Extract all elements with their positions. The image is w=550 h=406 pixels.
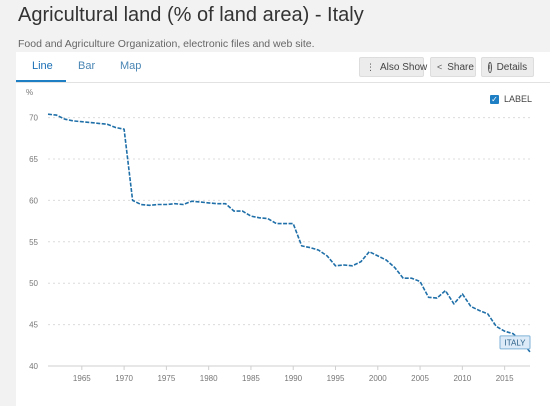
also-show-button[interactable]: ⋮ Also Show bbox=[359, 57, 428, 77]
tab-line[interactable]: Line bbox=[32, 60, 53, 72]
series-label: ITALY bbox=[504, 338, 526, 347]
x-tick-label: 1970 bbox=[115, 374, 133, 383]
more-vertical-icon: ⋮ bbox=[366, 61, 375, 72]
y-tick-label: 45 bbox=[29, 321, 38, 330]
x-tick-label: 1980 bbox=[200, 374, 218, 383]
share-button[interactable]: < Share bbox=[430, 57, 476, 77]
x-tick-label: 2005 bbox=[411, 374, 429, 383]
y-axis-unit: % bbox=[26, 88, 33, 97]
tab-bar[interactable]: Bar bbox=[78, 60, 96, 72]
chart-type-tabs: Line Bar Map bbox=[16, 52, 216, 82]
x-tick-label: 1975 bbox=[157, 374, 175, 383]
x-tick-label: 1965 bbox=[73, 374, 91, 383]
chart-panel: Line Bar Map ⋮ Also Show < Share i Detai… bbox=[16, 52, 550, 406]
info-icon: i bbox=[488, 61, 492, 73]
tab-divider bbox=[16, 82, 550, 83]
series-line bbox=[47, 113, 531, 353]
y-tick-label: 40 bbox=[29, 362, 38, 371]
series-label-box bbox=[499, 335, 531, 350]
y-tick-label: 60 bbox=[29, 196, 38, 205]
page-title: Agricultural land (% of land area) - Ita… bbox=[18, 4, 364, 26]
share-label: Share bbox=[447, 61, 474, 73]
x-tick-label: 1985 bbox=[242, 374, 260, 383]
y-tick-label: 50 bbox=[29, 279, 38, 288]
label-toggle-text: LABEL bbox=[503, 94, 532, 104]
y-tick-label: 65 bbox=[29, 155, 38, 164]
x-tick-label: 1990 bbox=[284, 374, 302, 383]
active-tab-indicator bbox=[16, 80, 66, 82]
tab-map[interactable]: Map bbox=[120, 60, 142, 72]
label-toggle[interactable]: ✓ LABEL bbox=[489, 94, 532, 104]
label-checkbox[interactable]: ✓ bbox=[489, 94, 499, 104]
also-show-label: Also Show bbox=[380, 61, 428, 73]
x-tick-label: 2000 bbox=[369, 374, 387, 383]
share-icon: < bbox=[437, 62, 443, 72]
x-tick-label: 2010 bbox=[453, 374, 471, 383]
y-tick-label: 70 bbox=[29, 114, 38, 123]
y-tick-label: 55 bbox=[29, 238, 38, 247]
x-tick-label: 1995 bbox=[327, 374, 345, 383]
details-label: Details bbox=[496, 61, 528, 73]
x-tick-label: 2015 bbox=[496, 374, 514, 383]
source-note: Food and Agriculture Organization, elect… bbox=[18, 38, 315, 50]
details-button[interactable]: i Details bbox=[481, 57, 534, 77]
